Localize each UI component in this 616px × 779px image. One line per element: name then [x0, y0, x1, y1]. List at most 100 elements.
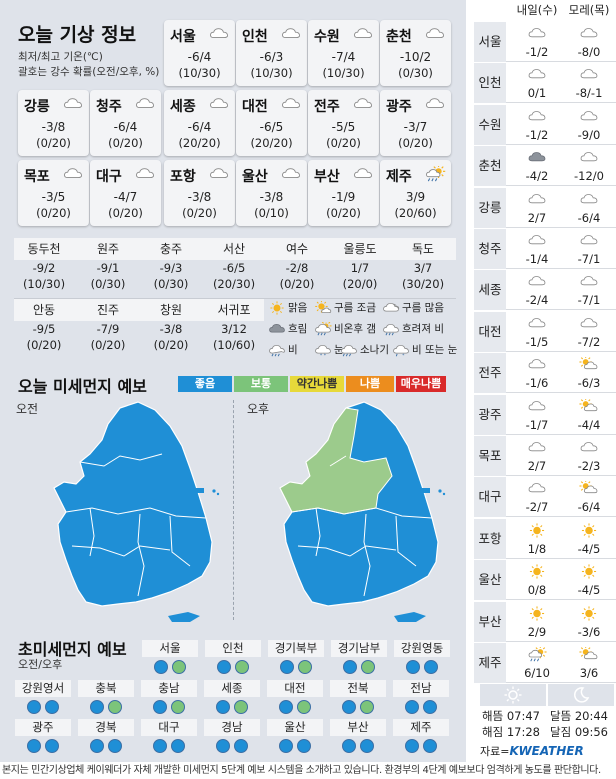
- forecast-city: 포항: [474, 518, 506, 559]
- ultrafine-city-name: 제주: [393, 719, 449, 736]
- ultrafine-am-dot: [27, 700, 41, 714]
- city-name: 광주: [386, 99, 412, 115]
- table-divider: [14, 298, 456, 299]
- ultrafine-city: 경남: [204, 719, 260, 753]
- forecast-row: 목포 2/7 -2/3: [474, 436, 616, 476]
- ultrafine-pm-dot: [45, 700, 59, 714]
- ultrafine-am-dot: [216, 700, 230, 714]
- ultrafine-city: 서울: [142, 640, 198, 674]
- forecast-header-tomorrow: 내일(수): [516, 3, 558, 17]
- ultrafine-city-name: 충남: [141, 680, 197, 697]
- city-card: 광주 -3/7 (0/20): [380, 90, 451, 156]
- svg-text:* *: * *: [320, 353, 327, 357]
- ultrafine-city: 강원영동: [394, 640, 450, 674]
- forecast-row: 포항 1/8 -4/5: [474, 518, 616, 559]
- city-name: 강릉: [24, 99, 50, 115]
- forecast-dayafter: -9/0: [577, 127, 601, 142]
- cloud-icon: [528, 28, 546, 38]
- legend-label: 맑음: [288, 302, 308, 314]
- cloud-icon: [580, 193, 598, 203]
- table-city-temp: -2/8: [285, 261, 309, 275]
- forecast-dayafter: -6/3: [577, 376, 601, 391]
- cloud-icon: [354, 168, 372, 178]
- moon-box: [548, 684, 614, 706]
- legend-label: 구름 조금: [334, 302, 376, 314]
- legend-item: 흐림: [268, 321, 307, 336]
- city-prob: (20/20): [250, 136, 293, 150]
- forecast-tomorrow: 2/9: [527, 624, 547, 639]
- forecast-city: 서울: [474, 22, 506, 62]
- ultrafine-city: 광주: [15, 719, 71, 753]
- table-city-prob: (10/30): [22, 277, 66, 291]
- forecast-tomorrow: -1/6: [525, 376, 549, 391]
- forecast-dayafter: -7/2: [577, 334, 601, 349]
- forecast-row: 세종 -2/4 -7/1: [474, 270, 616, 311]
- pm-level-box: 좋음: [178, 376, 232, 392]
- table-city-temp: -9/5: [32, 322, 56, 336]
- city-card: 전주 -5/5 (0/20): [308, 90, 379, 156]
- ultrafine-city-name: 충북: [78, 680, 134, 697]
- forecast-dayafter: 3/6: [579, 666, 599, 680]
- city-temp: -6/4: [187, 120, 212, 134]
- am-label: 오전: [16, 402, 39, 416]
- forecast-row: 광주 -1/7 -4/4: [474, 394, 616, 435]
- cloud-icon: [528, 235, 546, 245]
- forecast-city: 울산: [474, 560, 506, 601]
- city-card: 서울 -6/4 (10/30): [164, 20, 235, 86]
- forecast-tomorrow: 2/7: [527, 459, 547, 473]
- sun-icon: [529, 564, 545, 579]
- forecast-city: 대전: [474, 311, 506, 352]
- ultrafine-pm-dot: [171, 700, 185, 714]
- city-card: 제주 3/9 (20/60): [380, 160, 451, 226]
- table-cell: 서귀포 3/12 (10/60): [204, 299, 264, 353]
- sunrise-label: 해뜸: [482, 709, 504, 723]
- forecast-dayafter: -7/1: [577, 293, 601, 308]
- city-name: 전주: [314, 99, 340, 115]
- city-temp: -10/2: [399, 50, 432, 64]
- table-cell: 안동 -9/5 (0/20): [14, 299, 74, 353]
- table-city-name: 동두천: [27, 242, 61, 256]
- forecast-row: 인천 0/1 -8/-1: [474, 63, 616, 104]
- cloud-icon: [528, 359, 546, 369]
- sun-cloud-rain-icon: [528, 647, 547, 662]
- ultrafine-am-dot: [406, 660, 420, 674]
- pm-level-box: 매우나쁨: [396, 376, 446, 392]
- ultrafine-am-dot: [153, 739, 167, 753]
- source-prefix: 자료=: [480, 745, 510, 758]
- forecast-city: 목포: [474, 436, 506, 476]
- ultrafine-pm-dot: [108, 700, 122, 714]
- city-name: 춘천: [386, 29, 412, 45]
- legend-item: 비: [268, 342, 298, 357]
- forecast-dayafter: -8/0: [577, 45, 601, 59]
- cloud-many-icon: [383, 302, 400, 311]
- sunset-row: 해짐 17:28: [482, 724, 540, 740]
- city-prob: (20/20): [178, 136, 221, 150]
- ultrafine-am-dot: [343, 660, 357, 674]
- forecast-tomorrow: 0/1: [527, 86, 547, 101]
- ultrafine-pm-dot: [45, 739, 59, 753]
- ultrafine-pm-dot: [424, 660, 438, 674]
- cloud-icon: [528, 317, 546, 328]
- ultrafine-city: 울산: [267, 719, 323, 753]
- forecast-city: 인천: [474, 63, 506, 104]
- table-cell: 울릉도 1/7 (20/0): [330, 238, 390, 292]
- city-name: 제주: [386, 169, 412, 185]
- forecast-dayafter: -4/5: [577, 541, 601, 556]
- cloud-icon: [580, 276, 598, 286]
- city-card: 강릉 -3/8 (0/20): [18, 90, 89, 156]
- table-city-name: 독도: [411, 242, 435, 256]
- ultrafine-city: 전남: [393, 680, 449, 714]
- cloud-icon: [136, 98, 154, 108]
- rain-then-sun-icon: [315, 321, 332, 335]
- cloud-icon: [354, 98, 372, 108]
- city-name: 인천: [242, 29, 268, 45]
- forecast-tomorrow: 0/8: [527, 583, 547, 598]
- city-name: 세종: [170, 99, 196, 115]
- forecast-tomorrow: -2/7: [525, 500, 549, 515]
- table-city-prob: (0/20): [90, 338, 126, 352]
- cloud-icon: [580, 110, 598, 121]
- sunrise-time: 07:47: [506, 709, 540, 723]
- ultrafine-am-dot: [342, 739, 356, 753]
- table-city-name: 진주: [96, 303, 120, 317]
- ultrafine-pm-dot: [171, 739, 185, 753]
